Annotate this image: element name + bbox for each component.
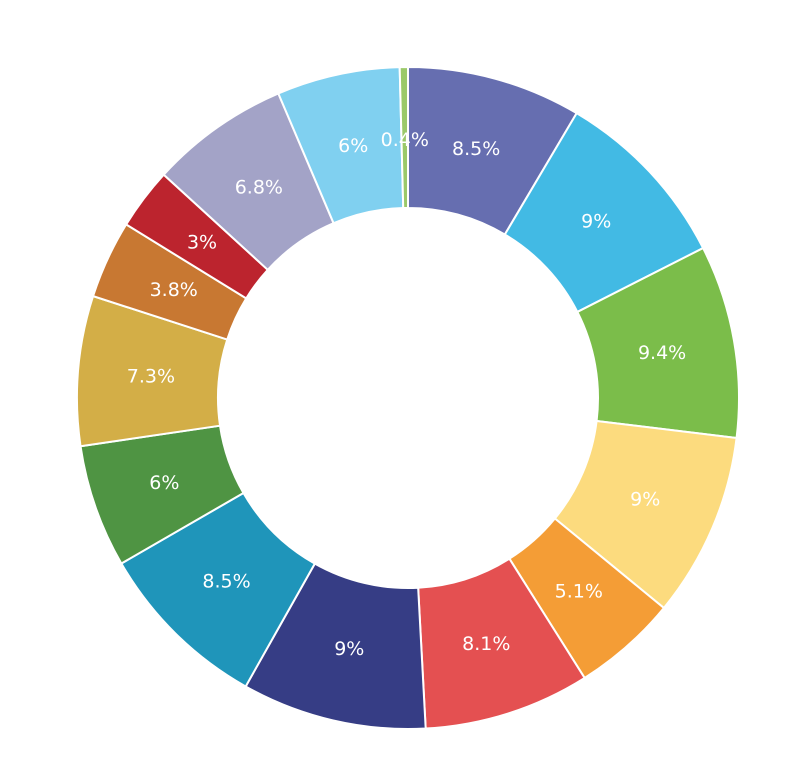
slice-label: 6% bbox=[338, 135, 368, 157]
slice-label: 5.1% bbox=[555, 580, 603, 602]
slice-label: 0.4% bbox=[381, 129, 429, 151]
donut-slice bbox=[398, 65, 409, 210]
slice-label: 9% bbox=[334, 638, 364, 660]
slice-label: 9% bbox=[630, 488, 660, 510]
slice-label: 6.8% bbox=[235, 176, 283, 198]
slice-label: 3% bbox=[187, 232, 217, 254]
slice-label: 3.8% bbox=[150, 279, 198, 301]
slice-label: 9% bbox=[581, 211, 611, 233]
slice-label: 8.1% bbox=[462, 633, 510, 655]
slice-label: 9.4% bbox=[638, 342, 686, 364]
slice-label: 8.5% bbox=[202, 570, 250, 592]
slice-label: 8.5% bbox=[452, 138, 500, 160]
slice-label: 6% bbox=[149, 472, 179, 494]
slice-label: 7.3% bbox=[127, 366, 175, 388]
